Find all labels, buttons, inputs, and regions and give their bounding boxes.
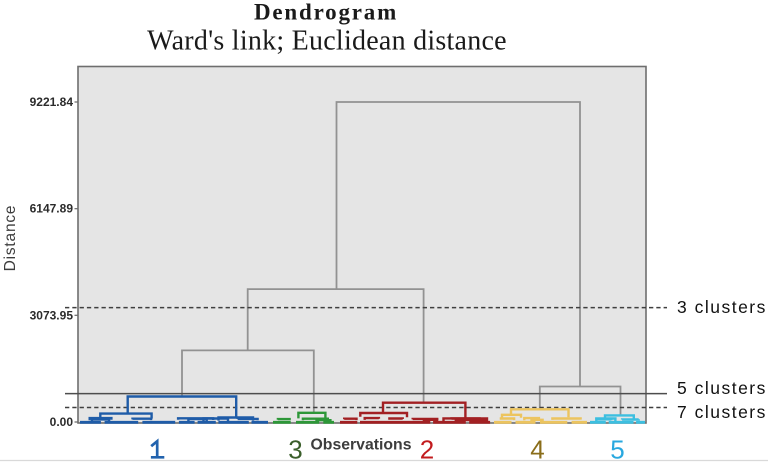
svg-text:Distance: Distance (2, 205, 19, 272)
svg-text:Dendrogram: Dendrogram (254, 0, 398, 25)
svg-text:5 clusters: 5 clusters (677, 378, 767, 398)
svg-text:3 clusters: 3 clusters (677, 297, 767, 317)
svg-text:9221.84: 9221.84 (30, 95, 74, 109)
svg-text:0.00: 0.00 (50, 415, 74, 429)
svg-text:7 clusters: 7 clusters (677, 402, 767, 422)
svg-text:3: 3 (288, 435, 302, 465)
svg-text:Ward's link; Euclidean distanc: Ward's link; Euclidean distance (147, 26, 507, 57)
svg-text:2: 2 (420, 435, 434, 465)
svg-text:6147.89: 6147.89 (30, 202, 74, 216)
svg-text:5: 5 (610, 435, 624, 465)
svg-text:4: 4 (530, 435, 544, 465)
svg-text:3073.95: 3073.95 (30, 308, 74, 322)
svg-text:Observations: Observations (311, 437, 412, 454)
